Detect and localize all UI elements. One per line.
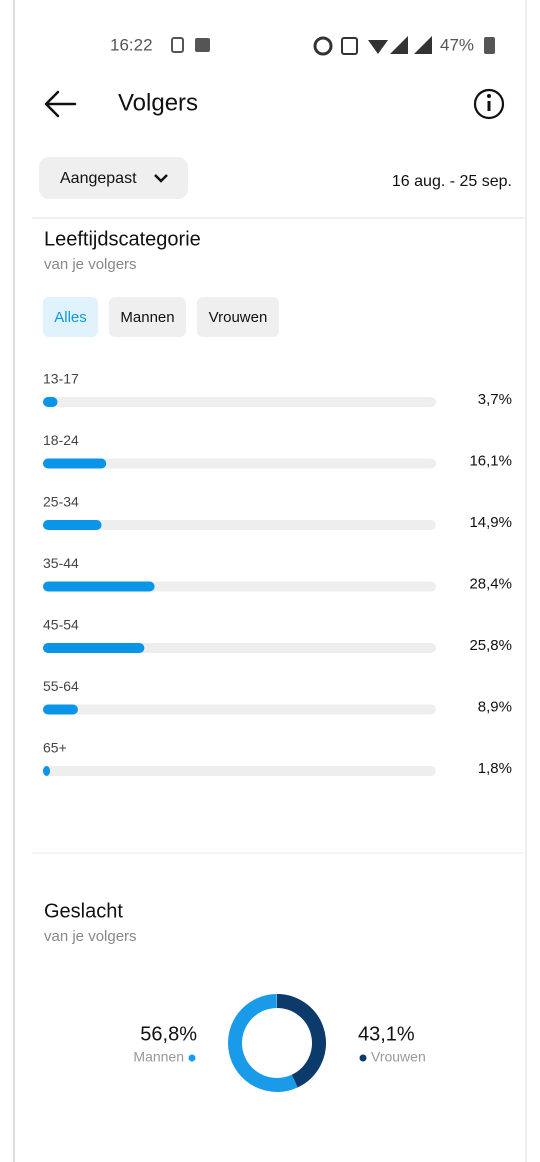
battery-text: 47% (440, 35, 474, 54)
filter-tab[interactable] (109, 297, 186, 337)
value-label: 28,4% (469, 575, 512, 592)
wifi-icon (368, 40, 388, 54)
bar-track (43, 520, 436, 530)
section-subtitle: van je volgers (44, 256, 137, 273)
signal-icon (414, 36, 432, 54)
legend-label: Mannen (133, 1049, 184, 1065)
bar-track (43, 766, 436, 776)
info-circle (473, 88, 505, 120)
filter-tab[interactable] (197, 297, 279, 337)
status-icon (171, 37, 184, 53)
section-subtitle: van je volgers (44, 928, 137, 945)
battery-icon (484, 37, 495, 54)
bar-track (43, 397, 436, 407)
value-label: 3,7% (478, 391, 512, 408)
legend-dot (188, 1054, 196, 1062)
value-label: 25,8% (469, 637, 512, 654)
section-title: Leeftijdscategorie (44, 228, 201, 250)
bar (43, 581, 155, 592)
bar-track (43, 458, 436, 469)
status-icon (195, 38, 210, 52)
filter-tab[interactable] (43, 297, 98, 337)
age-label: 55-64 (43, 678, 79, 694)
filter-tab-label: Mannen (120, 309, 174, 326)
signal-icon (390, 36, 408, 54)
section-title: Geslacht (44, 900, 123, 922)
info-dot (487, 94, 491, 98)
value-label: 1,8% (478, 760, 512, 777)
bar (43, 766, 51, 776)
donut-slice (276, 994, 326, 1088)
chevron (154, 174, 168, 183)
bar-track (43, 704, 436, 715)
value-label: 8,9% (478, 698, 512, 715)
value-label: 14,9% (469, 514, 512, 531)
bar (43, 397, 58, 407)
filter-tab-label: Vrouwen (209, 309, 268, 326)
nfc-icon (341, 37, 358, 55)
value-label: 16,1% (469, 452, 512, 469)
header-title: Volgers (118, 89, 198, 116)
info-button[interactable] (473, 88, 505, 120)
alarm-icon (313, 36, 333, 56)
bar (43, 643, 145, 653)
legend-label: Vrouwen (371, 1049, 426, 1065)
date-range: 16 aug. - 25 sep. (392, 173, 512, 190)
age-label: 45-54 (43, 617, 79, 633)
bar (43, 458, 107, 469)
period-label: Aangepast (60, 170, 137, 187)
age-label: 25-34 (43, 494, 79, 510)
legend-dot (359, 1054, 367, 1062)
donut-slice (228, 994, 298, 1092)
age-label: 18-24 (43, 432, 79, 448)
age-label: 13-17 (43, 371, 79, 387)
back-button[interactable] (44, 90, 77, 118)
status-time: 16:22 (110, 35, 153, 54)
bar (43, 520, 102, 530)
percent-label: 43,1% (358, 1023, 415, 1045)
period-button[interactable] (39, 157, 188, 199)
age-label: 35-44 (43, 555, 79, 571)
bar (43, 704, 78, 715)
info-stem (487, 101, 491, 111)
percent-label: 56,8% (140, 1023, 197, 1045)
filter-tab-label: Alles (54, 309, 87, 326)
age-label: 65+ (43, 740, 67, 756)
